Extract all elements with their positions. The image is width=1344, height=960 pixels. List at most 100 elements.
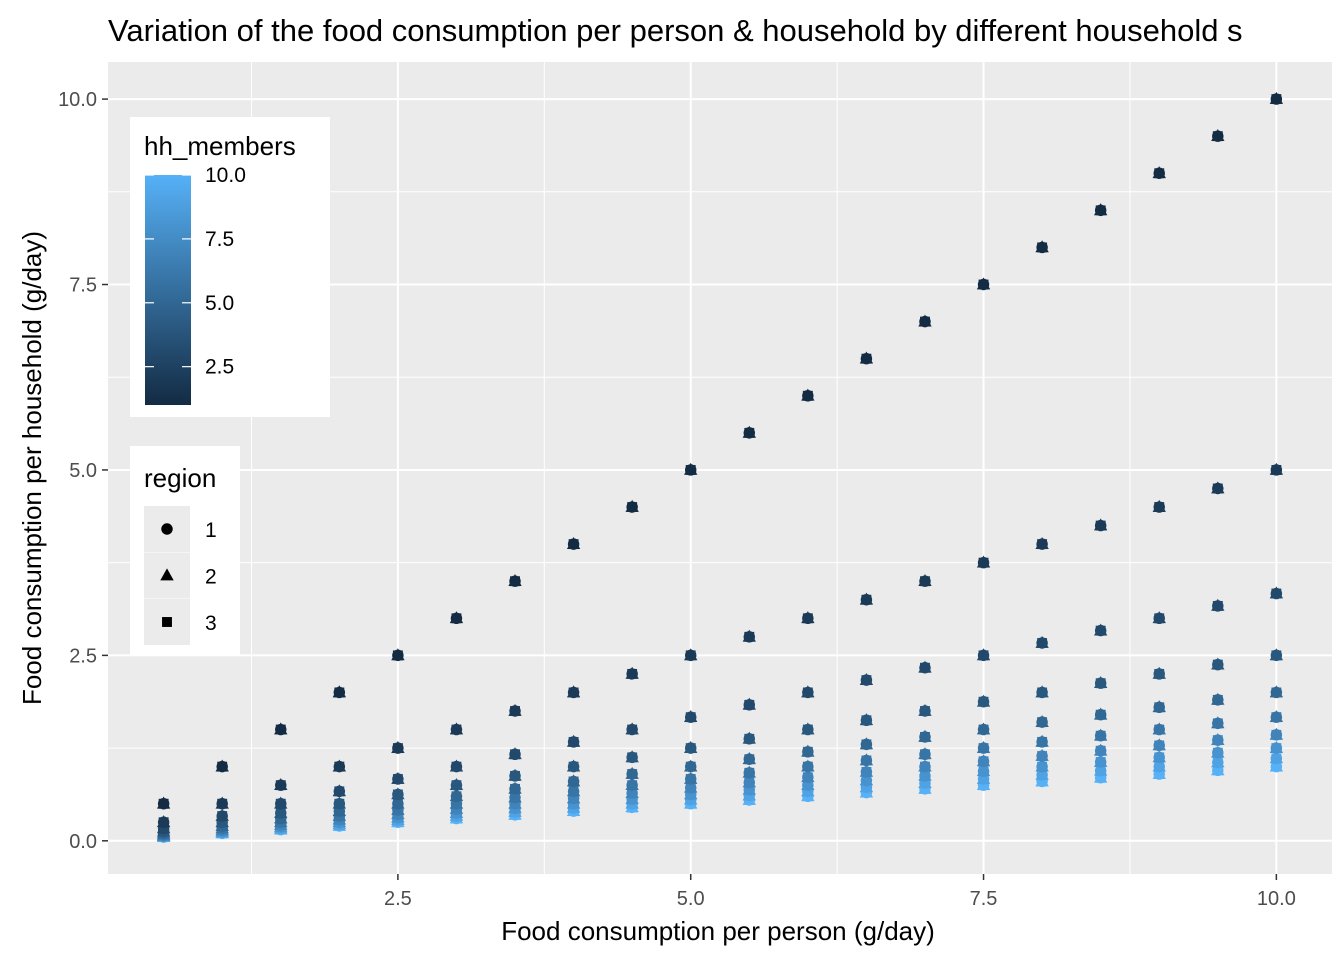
data-point [1154, 168, 1165, 179]
data-point [978, 766, 989, 777]
colorbar-label: 10.0 [205, 164, 246, 187]
data-point [1037, 687, 1048, 698]
data-point [920, 783, 930, 794]
colorbar-label: 5.0 [205, 292, 234, 315]
data-point [334, 687, 345, 698]
data-point [1212, 757, 1223, 768]
data-point [510, 798, 520, 809]
data-point [744, 767, 755, 778]
data-point [392, 789, 403, 800]
data-point [1095, 520, 1106, 531]
data-point [334, 786, 345, 797]
data-point [685, 789, 696, 800]
data-point [275, 798, 286, 809]
data-point [392, 798, 403, 809]
data-point [217, 798, 228, 809]
data-point [978, 696, 989, 707]
data-point [1271, 588, 1282, 599]
colorbar-ticks: 10.0 7.5 5.0 2.5 [145, 164, 246, 379]
data-point [392, 650, 403, 661]
data-point [1212, 694, 1223, 705]
data-point [920, 316, 930, 327]
x-tick-label: 2.5 [384, 888, 412, 910]
data-point [920, 761, 930, 772]
data-point [158, 798, 169, 809]
data-point [1037, 769, 1048, 780]
colorbar-label: 7.5 [205, 228, 234, 251]
data-point [334, 806, 345, 817]
data-point [627, 780, 638, 791]
data-point [685, 464, 696, 475]
data-point [1095, 730, 1106, 741]
y-axis: 0.0 2.5 5.0 7.5 10.0 [58, 89, 108, 853]
data-point [1212, 735, 1223, 746]
data-point [627, 788, 638, 799]
data-point [158, 817, 169, 828]
data-point [275, 808, 286, 818]
color-legend-title: hh_members [144, 131, 296, 161]
data-point [978, 743, 989, 754]
data-point [510, 706, 520, 716]
data-point [1271, 464, 1282, 475]
data-point [802, 761, 813, 772]
y-axis-title: Food consumption per household (g/day) [17, 231, 47, 705]
legend-key-square-icon [162, 617, 172, 627]
data-point [685, 743, 696, 754]
data-point [627, 752, 638, 763]
x-tick-label: 7.5 [970, 888, 998, 910]
data-point [627, 794, 638, 805]
data-point [861, 715, 872, 726]
data-point [1271, 687, 1282, 698]
data-point [1212, 131, 1223, 142]
legend-key-label: 2 [205, 566, 217, 589]
data-point [685, 712, 696, 723]
data-point [920, 778, 930, 789]
data-point [920, 662, 930, 673]
data-point [1212, 765, 1223, 776]
data-point [744, 784, 755, 795]
colorbar-label: 2.5 [205, 356, 234, 379]
data-point [1095, 678, 1106, 689]
data-point [1212, 659, 1223, 670]
data-point [568, 736, 579, 747]
data-point [1095, 205, 1106, 216]
data-point [744, 733, 755, 744]
data-point [744, 631, 755, 642]
data-point [510, 576, 520, 587]
data-point [861, 594, 872, 605]
data-point [685, 650, 696, 661]
data-point [861, 775, 872, 786]
data-point [510, 770, 520, 781]
data-point [744, 754, 755, 765]
colorbar [145, 175, 191, 405]
data-point [802, 772, 813, 783]
y-tick-label: 7.5 [69, 275, 97, 297]
data-point [861, 755, 872, 766]
data-point [685, 761, 696, 772]
data-point [627, 724, 638, 735]
x-tick-label: 5.0 [677, 888, 705, 910]
data-point [744, 427, 755, 438]
shape-legend: region 1 2 3 [130, 446, 240, 656]
legend-key-label: 1 [205, 519, 217, 542]
data-point [978, 650, 989, 661]
data-point [1154, 740, 1165, 751]
legend-key-triangle-icon [160, 568, 174, 581]
data-point [920, 576, 930, 587]
data-point [978, 724, 989, 735]
data-point [451, 761, 462, 772]
data-point [334, 761, 345, 772]
data-point [1212, 747, 1223, 758]
y-tick-label: 5.0 [69, 460, 97, 482]
data-point [861, 353, 872, 364]
data-point [1271, 650, 1282, 661]
data-point [451, 791, 462, 802]
data-point [1154, 668, 1165, 679]
color-legend: hh_members 10.0 7.5 5.0 2.5 [130, 117, 330, 417]
data-point [1095, 757, 1106, 767]
data-point [1212, 600, 1223, 611]
data-point [1154, 724, 1165, 735]
data-point [510, 792, 520, 803]
data-point [217, 817, 228, 828]
